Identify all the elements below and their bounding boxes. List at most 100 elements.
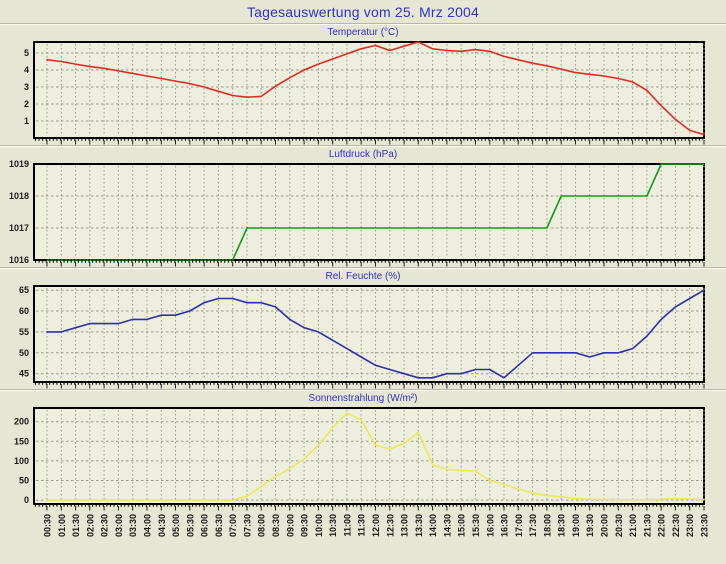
svg-text:12:00: 12:00 bbox=[371, 514, 381, 537]
svg-text:3: 3 bbox=[24, 82, 29, 92]
vertical-gridlines bbox=[46, 166, 705, 258]
svg-text:16:00: 16:00 bbox=[485, 514, 495, 537]
daily-weather-report-page: Tagesauswertung vom 25. Mrz 2004 Tempera… bbox=[0, 4, 726, 552]
svg-text:23:30: 23:30 bbox=[700, 514, 710, 537]
svg-text:09:30: 09:30 bbox=[300, 514, 310, 537]
svg-text:100: 100 bbox=[14, 456, 29, 466]
humidity-chart-section: Rel. Feuchte (%) 45 50 55 60 65 bbox=[0, 271, 726, 389]
svg-text:03:00: 03:00 bbox=[114, 514, 124, 537]
axis-major-ticks bbox=[46, 262, 705, 267]
separator bbox=[0, 145, 726, 147]
svg-text:200: 200 bbox=[14, 417, 29, 427]
y-axis-labels: 1 2 3 4 5 bbox=[24, 48, 29, 126]
svg-text:17:30: 17:30 bbox=[528, 514, 538, 537]
svg-text:05:00: 05:00 bbox=[171, 514, 181, 537]
page-title: Tagesauswertung vom 25. Mrz 2004 bbox=[246, 4, 480, 20]
separator bbox=[0, 267, 726, 269]
svg-text:08:00: 08:00 bbox=[257, 514, 267, 537]
radiation-series-line bbox=[46, 412, 705, 501]
plot-area bbox=[33, 407, 705, 505]
svg-text:18:30: 18:30 bbox=[557, 514, 567, 537]
svg-text:11:00: 11:00 bbox=[342, 514, 352, 537]
humidity-series-line bbox=[46, 289, 705, 379]
svg-text:10:30: 10:30 bbox=[328, 514, 338, 537]
svg-text:02:00: 02:00 bbox=[85, 514, 95, 537]
svg-text:5: 5 bbox=[24, 48, 29, 58]
axis-major-ticks bbox=[46, 140, 705, 145]
radiation-chart-section: Sonnenstrahlung (W/m²) 0 50 100 150 200 00:30… bbox=[0, 393, 726, 552]
plot-area bbox=[33, 163, 705, 261]
svg-text:22:30: 22:30 bbox=[671, 514, 681, 537]
svg-text:18:00: 18:00 bbox=[542, 514, 552, 537]
svg-text:19:30: 19:30 bbox=[585, 514, 595, 537]
svg-text:20:30: 20:30 bbox=[614, 514, 624, 537]
pressure-chart: 1016 1017 1018 1019 bbox=[9, 159, 705, 267]
svg-text:4: 4 bbox=[24, 65, 29, 75]
svg-text:19:00: 19:00 bbox=[571, 514, 581, 537]
svg-text:1017: 1017 bbox=[9, 223, 29, 233]
temperature-chart-section: Temperatur (°C) 1 2 3 4 5 bbox=[0, 27, 726, 145]
axis-major-ticks bbox=[46, 506, 705, 511]
svg-text:10:00: 10:00 bbox=[314, 514, 324, 537]
svg-text:1019: 1019 bbox=[9, 159, 29, 169]
svg-text:0: 0 bbox=[24, 495, 29, 505]
svg-text:22:00: 22:00 bbox=[657, 514, 667, 537]
svg-text:15:30: 15:30 bbox=[471, 514, 481, 537]
svg-text:07:30: 07:30 bbox=[243, 514, 253, 537]
horizontal-gridlines bbox=[36, 52, 702, 122]
temperature-chart-title: Temperatur (°C) bbox=[327, 27, 399, 38]
svg-text:01:00: 01:00 bbox=[57, 514, 67, 537]
svg-text:17:00: 17:00 bbox=[514, 514, 524, 537]
svg-text:07:00: 07:00 bbox=[228, 514, 238, 537]
svg-text:06:30: 06:30 bbox=[214, 514, 224, 537]
svg-text:65: 65 bbox=[19, 285, 29, 295]
humidity-chart: 45 50 55 60 65 bbox=[19, 285, 705, 389]
svg-text:1: 1 bbox=[24, 116, 29, 126]
axis-major-ticks bbox=[46, 384, 705, 389]
svg-text:12:30: 12:30 bbox=[385, 514, 395, 537]
horizontal-gridlines bbox=[36, 289, 702, 375]
svg-text:1018: 1018 bbox=[9, 191, 29, 201]
svg-text:02:30: 02:30 bbox=[100, 514, 110, 537]
svg-text:09:00: 09:00 bbox=[285, 514, 295, 537]
x-axis-labels: 00:30 01:00 01:30 02:00 02:30 03:00 03:30 04:00… bbox=[43, 514, 710, 537]
svg-text:50: 50 bbox=[19, 476, 29, 486]
svg-text:21:30: 21:30 bbox=[642, 514, 652, 537]
svg-text:01:30: 01:30 bbox=[71, 514, 81, 537]
svg-text:60: 60 bbox=[19, 306, 29, 316]
svg-text:23:00: 23:00 bbox=[685, 514, 695, 537]
vertical-gridlines bbox=[46, 288, 705, 380]
radiation-chart-title: Sonnenstrahlung (W/m²) bbox=[308, 393, 418, 404]
svg-text:150: 150 bbox=[14, 436, 29, 446]
svg-text:1016: 1016 bbox=[9, 255, 29, 265]
pressure-chart-section: Luftdruck (hPa) 1016 1017 1018 1019 bbox=[0, 149, 726, 267]
separator bbox=[0, 389, 726, 391]
svg-text:04:00: 04:00 bbox=[143, 514, 153, 537]
svg-text:14:30: 14:30 bbox=[442, 514, 452, 537]
svg-text:04:30: 04:30 bbox=[157, 514, 167, 537]
vertical-gridlines bbox=[46, 410, 705, 502]
pressure-chart-title: Luftdruck (hPa) bbox=[328, 149, 398, 160]
temperature-chart: 1 2 3 4 5 bbox=[24, 41, 705, 145]
svg-text:50: 50 bbox=[19, 348, 29, 358]
separator bbox=[0, 23, 726, 25]
svg-text:05:30: 05:30 bbox=[185, 514, 195, 537]
radiation-chart: 0 50 100 150 200 00:30 01:00 01:30 02:00 02:30 03:… bbox=[14, 407, 710, 537]
y-axis-labels: 45 50 55 60 65 bbox=[19, 285, 29, 379]
svg-text:2: 2 bbox=[24, 99, 29, 109]
svg-text:55: 55 bbox=[19, 327, 29, 337]
y-axis-labels: 0 50 100 150 200 bbox=[14, 417, 29, 505]
y-axis-labels: 1016 1017 1018 1019 bbox=[9, 159, 29, 265]
svg-text:11:30: 11:30 bbox=[357, 514, 367, 537]
svg-text:21:00: 21:00 bbox=[628, 514, 638, 537]
svg-text:45: 45 bbox=[19, 369, 29, 379]
svg-text:16:30: 16:30 bbox=[500, 514, 510, 537]
svg-text:13:00: 13:00 bbox=[400, 514, 410, 537]
svg-text:20:00: 20:00 bbox=[600, 514, 610, 537]
humidity-chart-title: Rel. Feuchte (%) bbox=[325, 271, 401, 282]
temperature-series-line bbox=[46, 41, 705, 136]
plot-area bbox=[33, 41, 705, 139]
svg-text:03:30: 03:30 bbox=[128, 514, 138, 537]
svg-text:13:30: 13:30 bbox=[414, 514, 424, 537]
plot-area bbox=[33, 285, 705, 383]
